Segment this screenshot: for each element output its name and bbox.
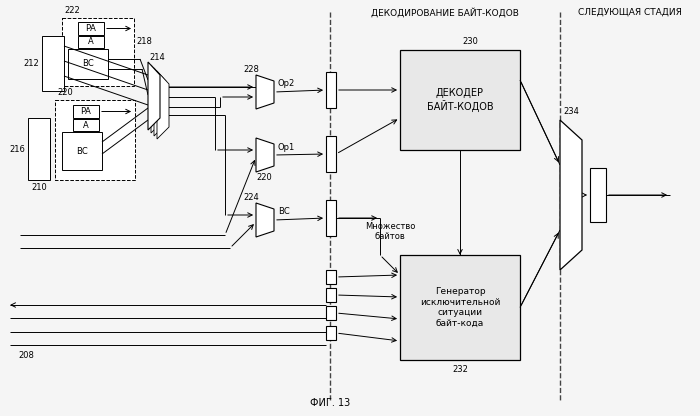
Bar <box>73 119 99 131</box>
Polygon shape <box>256 75 274 109</box>
Bar <box>68 49 108 79</box>
Bar <box>78 22 104 35</box>
Bar <box>326 270 336 284</box>
Text: Op2: Op2 <box>278 79 295 89</box>
Bar <box>326 72 336 108</box>
Text: Op1: Op1 <box>278 143 295 151</box>
Polygon shape <box>148 62 160 130</box>
Text: Множество
байтов: Множество байтов <box>365 222 415 241</box>
Text: 216: 216 <box>9 144 25 154</box>
Polygon shape <box>560 120 582 270</box>
Text: 212: 212 <box>23 59 39 68</box>
Text: РА: РА <box>80 107 92 116</box>
Polygon shape <box>151 65 163 133</box>
Text: 210: 210 <box>31 183 47 191</box>
Bar <box>326 200 336 236</box>
Bar <box>326 136 336 172</box>
Text: ДЕКОДИРОВАНИЕ БАЙТ-КОДОВ: ДЕКОДИРОВАНИЕ БАЙТ-КОДОВ <box>371 8 519 18</box>
Text: 220: 220 <box>256 173 272 181</box>
Text: 234: 234 <box>563 106 579 116</box>
Text: 224: 224 <box>243 193 259 201</box>
Text: 214: 214 <box>149 52 165 62</box>
Text: А: А <box>88 37 94 47</box>
Text: 228: 228 <box>243 64 259 74</box>
Text: 220: 220 <box>57 88 73 97</box>
Polygon shape <box>256 203 274 237</box>
Polygon shape <box>157 71 169 139</box>
Bar <box>326 288 336 302</box>
Text: ФИГ. 13: ФИГ. 13 <box>310 398 350 408</box>
Bar <box>326 306 336 320</box>
Text: РА: РА <box>85 24 97 33</box>
Bar <box>55 100 135 180</box>
Text: 232: 232 <box>452 366 468 374</box>
Bar <box>42 36 64 91</box>
Bar <box>326 326 336 340</box>
Text: 208: 208 <box>18 351 34 359</box>
Text: ВС: ВС <box>76 146 88 156</box>
Text: ВС: ВС <box>278 208 290 216</box>
Bar <box>28 118 50 180</box>
Bar <box>590 168 606 222</box>
Text: А: А <box>83 121 89 129</box>
Text: 222: 222 <box>64 6 80 15</box>
Bar <box>78 36 104 48</box>
Text: Генератор
исключительной
ситуации
байт-кода: Генератор исключительной ситуации байт-к… <box>420 287 500 328</box>
Text: СЛЕДУЮЩАЯ СТАДИЯ: СЛЕДУЮЩАЯ СТАДИЯ <box>578 8 682 17</box>
Text: ДЕКОДЕР
БАЙТ-КОДОВ: ДЕКОДЕР БАЙТ-КОДОВ <box>427 88 494 112</box>
Text: 230: 230 <box>462 37 478 47</box>
Bar <box>400 255 520 360</box>
Polygon shape <box>256 138 274 172</box>
Text: 218: 218 <box>136 37 152 47</box>
Bar <box>73 105 99 118</box>
Bar <box>62 132 102 170</box>
Text: ВС: ВС <box>82 59 94 69</box>
Bar <box>400 50 520 150</box>
Polygon shape <box>154 68 166 136</box>
Bar <box>62 18 134 86</box>
